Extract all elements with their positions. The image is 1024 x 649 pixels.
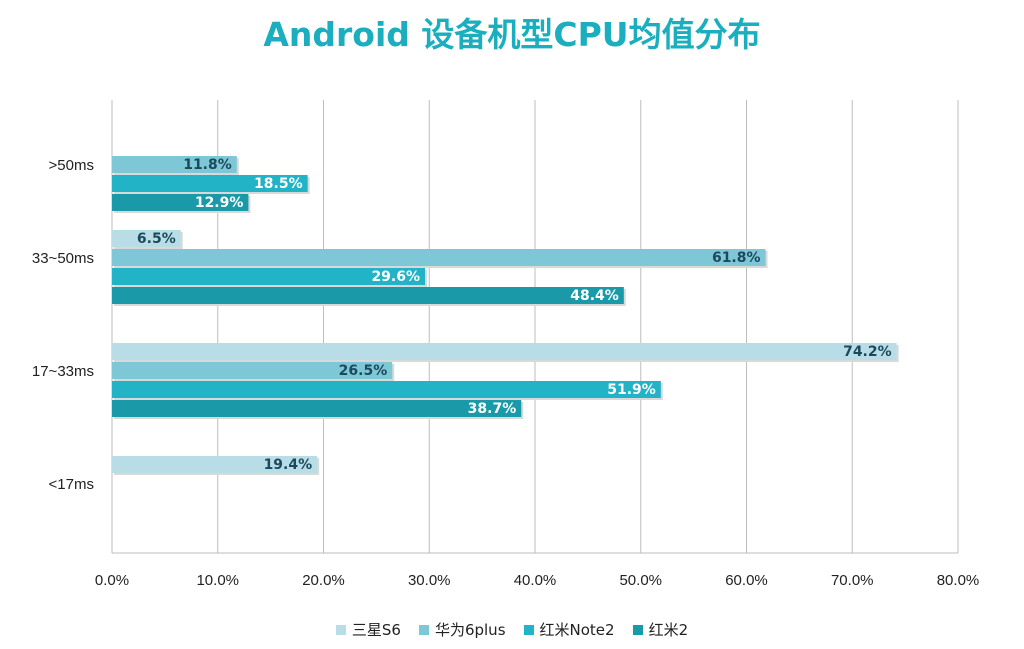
- category-label: >50ms: [49, 157, 94, 174]
- legend-swatch: [335, 624, 346, 635]
- legend: 三星S6 华为6plus 红米Note2 红米2: [0, 619, 1024, 640]
- x-tick-label: 10.0%: [196, 572, 239, 589]
- data-label: 51.9%: [607, 382, 656, 398]
- bar: [112, 194, 249, 211]
- legend-label: 华为6plus: [434, 621, 506, 639]
- legend-item: 红米Note2: [523, 619, 615, 640]
- legend-item: 三星S6: [335, 619, 401, 640]
- data-label: 48.4%: [570, 288, 619, 304]
- legend-item: 华为6plus: [418, 619, 506, 640]
- data-label: 12.9%: [195, 195, 244, 211]
- bar: [112, 456, 318, 473]
- bar: [112, 343, 897, 360]
- x-tick-label: 30.0%: [408, 572, 451, 589]
- x-tick-label: 40.0%: [514, 572, 557, 589]
- data-label: 61.8%: [712, 250, 761, 266]
- data-label: 26.5%: [339, 363, 388, 379]
- data-label: 18.5%: [254, 176, 303, 192]
- x-tick-label: 0.0%: [95, 572, 129, 589]
- bar: [112, 381, 661, 398]
- bar: [112, 268, 426, 285]
- category-label: 17~33ms: [32, 363, 94, 380]
- legend-swatch: [418, 624, 429, 635]
- data-label: 11.8%: [183, 157, 232, 173]
- data-label: 29.6%: [371, 269, 420, 285]
- legend-swatch: [523, 624, 534, 635]
- bar: [112, 362, 393, 379]
- bar: [112, 249, 766, 266]
- x-tick-label: 80.0%: [937, 572, 980, 589]
- legend-label: 三星S6: [351, 621, 401, 639]
- legend-item: 红米2: [632, 619, 689, 640]
- legend-label: 红米Note2: [539, 621, 615, 639]
- category-label: <17ms: [49, 476, 94, 493]
- data-label: 74.2%: [843, 344, 892, 360]
- data-label: 6.5%: [137, 231, 176, 247]
- x-tick-label: 20.0%: [302, 572, 345, 589]
- bar: [112, 230, 181, 247]
- x-tick-label: 50.0%: [619, 572, 662, 589]
- data-label: 38.7%: [468, 401, 517, 417]
- bar: [112, 400, 522, 417]
- bar: [112, 287, 624, 304]
- category-label: 33~50ms: [32, 250, 94, 267]
- data-label: 19.4%: [264, 457, 313, 473]
- x-tick-label: 70.0%: [831, 572, 874, 589]
- bar: [112, 156, 237, 173]
- x-tick-label: 60.0%: [725, 572, 768, 589]
- legend-label: 红米2: [648, 621, 689, 639]
- legend-swatch: [632, 624, 643, 635]
- bar: [112, 175, 308, 192]
- chart-title: Android 设备机型CPU均值分布: [263, 15, 761, 54]
